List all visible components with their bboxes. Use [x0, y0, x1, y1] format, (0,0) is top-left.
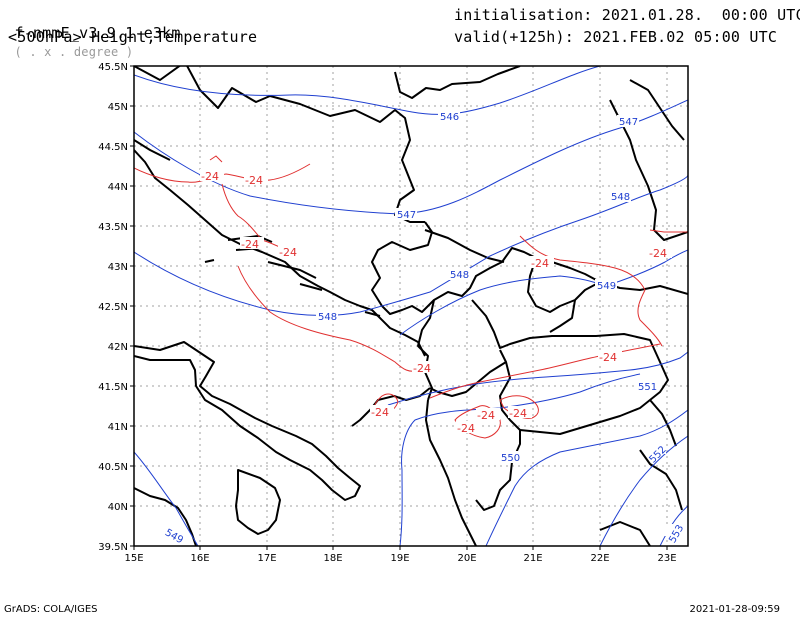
model-name: f-nmmE_v3.9.1-e3km — [14, 24, 181, 42]
lon-tick-label: 20E — [457, 553, 476, 564]
temperature-label: -24 — [509, 407, 527, 420]
lat-tick-label: 44N — [108, 182, 128, 193]
temperature-contours — [134, 155, 688, 439]
lat-tick-label: 45N — [108, 102, 128, 113]
lat-tick-label: 39.5N — [98, 542, 128, 553]
lon-tick-label: 19E — [390, 553, 409, 564]
lon-tick-label: 16E — [190, 553, 209, 564]
init-time: initialisation: 2021.01.28. 00:00 UTC — [454, 6, 800, 24]
temperature-label: -24 — [201, 170, 219, 183]
temperature-label: -24 — [371, 406, 389, 419]
lon-tick-label: 18E — [323, 553, 342, 564]
lat-tick-label: 40.5N — [98, 462, 128, 473]
lon-tick-label: 23E — [657, 553, 676, 564]
lon-tick-label: 22E — [590, 553, 609, 564]
lon-tick-label: 21E — [523, 553, 542, 564]
temperature-label: -24 — [457, 422, 475, 435]
longitude-labels: 15E 16E 17E 18E 19E 20E 21E 22E 23E — [124, 553, 676, 564]
height-label: 546 — [440, 112, 459, 123]
lat-tick-label: 42N — [108, 342, 128, 353]
height-label: 551 — [638, 382, 657, 393]
height-label: 548 — [611, 192, 630, 203]
units-note: ( . x . degree ) — [14, 45, 134, 59]
lon-tick-label: 15E — [124, 553, 143, 564]
lat-tick-label: 42.5N — [98, 302, 128, 313]
coastlines-borders — [134, 66, 688, 546]
temperature-label: -24 — [245, 174, 263, 187]
height-label: 548 — [318, 312, 337, 323]
footer-timestamp: 2021-01-28-09:59 — [689, 604, 780, 615]
lon-tick-label: 17E — [257, 553, 276, 564]
temperature-label: -24 — [531, 257, 549, 270]
valid-time: valid(+125h): 2021.FEB.02 05:00 UTC — [454, 28, 778, 46]
temperature-label: -24 — [599, 351, 617, 364]
footer-credit: GrADS: COLA/IGES — [4, 604, 98, 615]
temperature-label: -24 — [241, 238, 259, 251]
temperature-label: -24 — [649, 247, 667, 260]
lat-tick-label: 44.5N — [98, 142, 128, 153]
latitude-labels: 45.5N 45N 44.5N 44N 43.5N 43N 42.5N 42N … — [98, 62, 128, 553]
lat-tick-label: 41N — [108, 422, 128, 433]
height-label: 547 — [397, 210, 416, 221]
lat-tick-label: 40N — [108, 502, 128, 513]
lat-tick-label: 43.5N — [98, 222, 128, 233]
temperature-labels: -24 -24 -24 -24 -24 -24 -24 -24 -24 -24 … — [201, 170, 667, 435]
lat-tick-label: 41.5N — [98, 382, 128, 393]
lat-tick-label: 43N — [108, 262, 128, 273]
model-title: f-nmmE_v3.9.1-e3km ( . x . degree ) — [0, 6, 181, 60]
height-label: 550 — [501, 453, 520, 464]
height-label: 549 — [597, 281, 616, 292]
height-label: 548 — [450, 270, 469, 281]
lat-tick-label: 45.5N — [98, 62, 128, 73]
level-description: <500hPa> Height,Temperature — [8, 28, 258, 46]
temperature-label: -24 — [279, 246, 297, 259]
tick-marks — [130, 65, 668, 550]
height-label: 547 — [619, 117, 638, 128]
temperature-label: -24 — [413, 362, 431, 375]
temperature-label: -24 — [477, 409, 495, 422]
